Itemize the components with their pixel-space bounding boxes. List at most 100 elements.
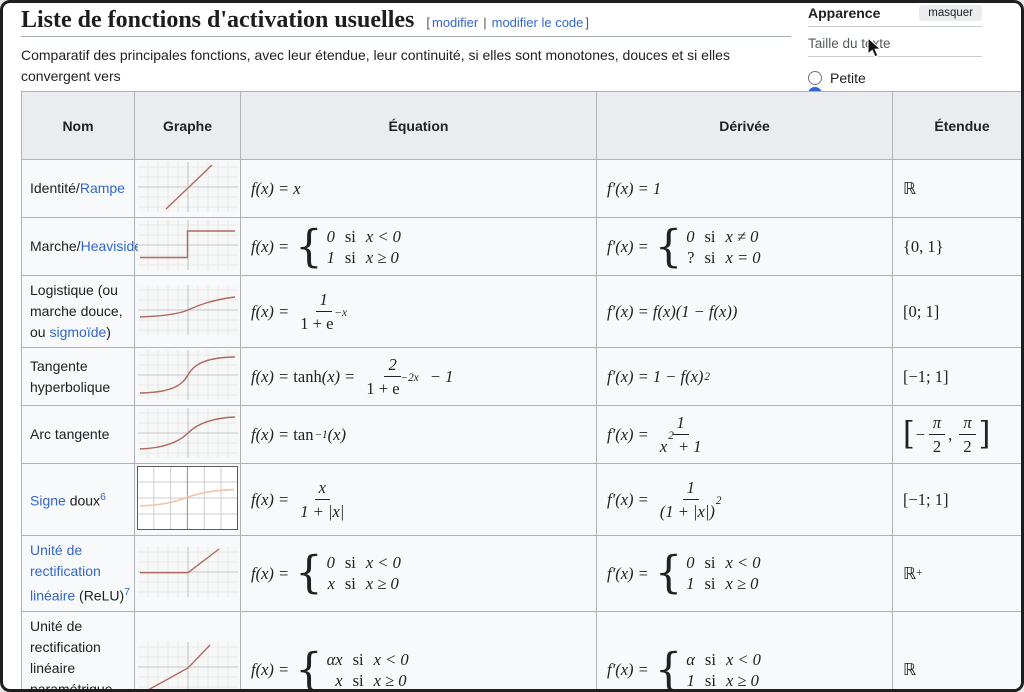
column-header-equation: Équation bbox=[240, 91, 597, 160]
step-graph-image[interactable] bbox=[137, 220, 238, 270]
column-header-derivee: Dérivée bbox=[596, 91, 893, 160]
wiki-link[interactable]: Signe bbox=[30, 492, 66, 509]
name-text: Logistique (ou marche douce, ou bbox=[30, 282, 123, 340]
wiki-link[interactable]: Heaviside bbox=[80, 238, 143, 254]
math-text: + 1 bbox=[673, 437, 702, 456]
radio-option-small[interactable]: Petite bbox=[808, 70, 982, 86]
name-cell: Tangente hyperbolique bbox=[21, 347, 135, 406]
math-text: x < 0 bbox=[725, 553, 761, 573]
footnote-ref[interactable]: 7 bbox=[124, 586, 130, 598]
math-text: f(x) = bbox=[251, 490, 294, 509]
page-title: Liste de fonctions d'activation usuelles bbox=[21, 7, 415, 33]
edit-code-link[interactable]: modifier le code bbox=[491, 15, 584, 30]
math-text: − bbox=[914, 425, 926, 444]
wiki-link[interactable]: Unité de rectification linéaire bbox=[30, 542, 101, 604]
edit-separator: | bbox=[483, 15, 487, 30]
heading-divider bbox=[21, 36, 791, 37]
identity-graph-image[interactable] bbox=[137, 162, 238, 212]
wiki-link[interactable]: Rampe bbox=[79, 180, 125, 196]
math-text: 0 bbox=[686, 553, 695, 573]
range-cell: {0, 1} bbox=[892, 217, 1021, 276]
prelu-graph-image[interactable] bbox=[137, 642, 238, 692]
graph-cell bbox=[134, 610, 241, 692]
equation-math: f′(x) = {0 si x ≠ 0? si x = 0 bbox=[607, 221, 888, 272]
math-text: x bbox=[335, 670, 343, 690]
derivative-cell: f′(x) = {0 si x < 0 1 si x ≥ 0 bbox=[596, 535, 893, 612]
math-cases: {0 si x < 0 1 si x ≥ 0 bbox=[654, 547, 761, 599]
column-header-graphe: Graphe bbox=[134, 91, 241, 160]
math-text: si bbox=[704, 226, 716, 246]
name-cell: Logistique (ou marche douce, ou sigmoïde… bbox=[21, 275, 135, 348]
math-text: f(x) = bbox=[251, 302, 294, 321]
table-row: Logistique (ou marche douce, ou sigmoïde… bbox=[21, 275, 1021, 348]
math-text: −2x bbox=[400, 372, 419, 384]
math-text: si bbox=[704, 574, 716, 594]
tanh-graph-image[interactable] bbox=[137, 350, 238, 400]
name-text: Tangente hyperbolique bbox=[30, 357, 111, 395]
math-text: x ≥ 0 bbox=[365, 247, 399, 267]
equation-math: f(x) = x bbox=[251, 178, 592, 199]
function-curve bbox=[139, 230, 235, 259]
math-text: αx bbox=[326, 649, 343, 669]
function-curve bbox=[139, 356, 235, 394]
math-cases: {0 si x ≠ 0? si x = 0 bbox=[654, 221, 761, 272]
math-fraction: 2 1 + e −2x bbox=[362, 354, 422, 399]
name-cell: Identité/Rampe bbox=[21, 159, 135, 218]
equation-math: f′(x) = {α si x < 0 1 si x ≥ 0 bbox=[607, 648, 888, 690]
equation-math: ℝ bbox=[903, 178, 1021, 199]
name-cell: Arc tangente bbox=[21, 405, 135, 464]
column-header-nom: Nom bbox=[21, 91, 135, 160]
function-curve bbox=[139, 296, 235, 318]
math-cases: {αx si x < 0 x si x ≥ 0 bbox=[295, 644, 409, 692]
edit-link[interactable]: modifier bbox=[431, 15, 479, 30]
math-text: f′(x) = bbox=[607, 237, 653, 256]
math-text: (x) = bbox=[321, 367, 360, 386]
math-text: si bbox=[704, 649, 716, 669]
math-text: x ≠ 0 bbox=[725, 226, 759, 246]
table-row: Unité de rectification linéaire paramétr… bbox=[21, 610, 1021, 692]
function-curve bbox=[165, 164, 212, 210]
math-text: 1 + e bbox=[366, 379, 400, 398]
softsign-graph-image[interactable] bbox=[137, 466, 238, 530]
equation-math: [0; 1] bbox=[903, 301, 1021, 322]
equation-cell: f(x) = tan −1 (x) bbox=[240, 405, 597, 464]
math-text: x = 0 bbox=[725, 247, 761, 267]
math-text: f(x) = bbox=[251, 237, 294, 256]
math-text: si bbox=[352, 670, 364, 690]
graph-cell bbox=[134, 217, 241, 276]
math-text: , bbox=[948, 425, 957, 444]
radio-icon[interactable] bbox=[808, 71, 822, 85]
sigmoid-graph-image[interactable] bbox=[137, 285, 238, 335]
math-text: x ≥ 0 bbox=[725, 670, 759, 690]
math-text: 2 bbox=[668, 430, 674, 442]
graph-cell bbox=[134, 463, 241, 536]
math-text: (1 + |x|) bbox=[659, 502, 715, 521]
math-text: + bbox=[916, 567, 923, 580]
relu-graph-image[interactable] bbox=[137, 546, 238, 597]
footnote-ref[interactable]: 6 bbox=[100, 491, 106, 504]
math-cases: {0 si x < 0 x si x ≥ 0 bbox=[295, 547, 401, 599]
equation-math: f(x) = 1 1 + e −x bbox=[251, 289, 592, 334]
math-fraction: x 1 + |x| bbox=[296, 477, 348, 522]
equation-math: f(x) = tan −1 (x) bbox=[251, 424, 592, 445]
arctan-graph-image[interactable] bbox=[137, 408, 238, 458]
math-superscript: −2x bbox=[401, 372, 419, 399]
table-row: Identité/Rampe f(x) = x f′(x) = 1 ℝ bbox=[21, 159, 1021, 218]
math-text: f(x) = bbox=[251, 425, 294, 444]
math-text: si bbox=[344, 226, 356, 246]
hide-button[interactable]: masquer bbox=[919, 5, 982, 21]
math-text: f(x) = bbox=[251, 660, 294, 680]
equation-math: f′(x) = f(x)(1 − f(x)) bbox=[607, 301, 888, 322]
equation-math: f(x) = x 1 + |x| bbox=[251, 477, 592, 522]
math-text: ℝ bbox=[903, 660, 917, 680]
math-text: x < 0 bbox=[365, 226, 401, 246]
mouse-cursor-icon bbox=[867, 37, 882, 58]
section-edit-links: [modifier | modifier le code] bbox=[424, 15, 591, 30]
graph-cell bbox=[134, 405, 241, 464]
math-text: ? bbox=[687, 247, 695, 267]
math-text: x bbox=[318, 478, 326, 497]
wiki-link[interactable]: sigmoïde bbox=[49, 324, 107, 340]
